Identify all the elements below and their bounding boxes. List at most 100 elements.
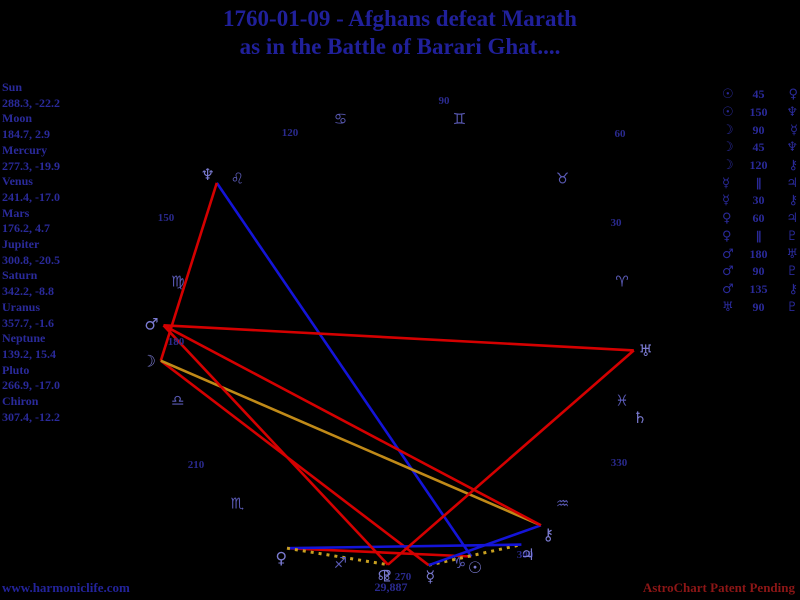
zodiac-sign-icon-6: ♎ bbox=[171, 392, 184, 410]
aspect-angle: 45 bbox=[752, 87, 765, 102]
aspect-line-hard-2 bbox=[160, 359, 430, 567]
planet-name-jupiter: Jupiter bbox=[2, 237, 40, 252]
aspect-planet1-icon: ♅ bbox=[722, 299, 734, 315]
degree-label-270: 270 bbox=[395, 571, 412, 583]
aspect-line-hard-11 bbox=[162, 324, 542, 527]
aspect-planet2-icon: ☿ bbox=[790, 122, 798, 138]
aspect-planet1-icon: ☽ bbox=[722, 158, 734, 174]
planet-values-venus: 241.4, -17.0 bbox=[2, 189, 60, 204]
aspect-planet2-icon: ♃ bbox=[786, 211, 798, 227]
aspect-angle: ∥ bbox=[755, 176, 762, 191]
chart-title: 1760-01-09 - Afghans defeat Marath as in… bbox=[0, 5, 800, 61]
aspect-planet1-icon: ☿ bbox=[722, 175, 730, 191]
aspect-planet1-icon: ☽ bbox=[722, 140, 734, 156]
planet-values-uranus: 357.7, -1.6 bbox=[2, 315, 54, 330]
planet-values-saturn: 342.2, -8.8 bbox=[2, 284, 54, 299]
aspect-angle: 90 bbox=[752, 122, 765, 137]
planet-icon-sun: ☉ bbox=[468, 558, 482, 577]
aspect-planet1-icon: ☽ bbox=[722, 122, 734, 138]
aspect-angle: 60 bbox=[752, 211, 765, 226]
aspect-row-4: ☽ 120 ⚷ bbox=[722, 157, 798, 175]
aspect-line-hard-10 bbox=[162, 324, 389, 566]
aspect-line-hard-3 bbox=[159, 182, 219, 362]
aspect-angle: 30 bbox=[752, 193, 765, 208]
aspect-planet2-icon: ⚷ bbox=[788, 193, 798, 209]
planet-name-venus: Venus bbox=[2, 174, 33, 189]
planet-position-panel: Sun 288.3, -22.2 Moon 184.7, 2.9 Mercury 277.… bbox=[2, 80, 60, 425]
aspect-angle: 120 bbox=[749, 158, 768, 173]
planet-values-neptune: 139.2, 15.4 bbox=[2, 346, 56, 361]
zodiac-sign-icon-11: ♓ bbox=[615, 392, 628, 410]
aspect-angle: 90 bbox=[752, 299, 765, 314]
zodiac-sign-icon-10: ♒ bbox=[556, 495, 569, 513]
zodiac-sign-icon-7: ♏ bbox=[231, 495, 245, 513]
aspect-planet2-icon: ♀ bbox=[788, 87, 798, 103]
north-node-icon: ☊ bbox=[378, 568, 390, 584]
aspect-planet1-icon: ♀ bbox=[722, 228, 732, 244]
planet-values-moon: 184.7, 2.9 bbox=[2, 127, 50, 142]
planet-values-chiron: 307.4, -12.2 bbox=[2, 409, 60, 424]
aspect-planet1-icon: ♂ bbox=[722, 264, 734, 280]
aspect-list-panel: ☉ 45 ♀ ☉ 150 ♆ ☽ 90 ☿ ☽ 45 ♆ ☽ 120 ⚷ ☿ ∥ ♃ ☿ 30 ⚷ ♀ 60 ♃ ♀ ∥ ♇ ♂ 180… bbox=[722, 86, 798, 316]
aspect-row-10: ♂ 90 ♇ bbox=[722, 263, 798, 281]
planet-name-pluto: Pluto bbox=[2, 362, 30, 377]
planet-icon-pluto: ♇ bbox=[380, 567, 394, 586]
aspect-planet2-icon: ♆ bbox=[786, 105, 798, 121]
planet-icon-saturn: ♄ bbox=[633, 408, 647, 427]
aspect-planet2-icon: ♇ bbox=[786, 264, 798, 280]
planet-icon-venus: ♀ bbox=[275, 549, 287, 568]
aspect-line-parallel-8 bbox=[286, 546, 389, 567]
planet-values-mars: 176.2, 4.7 bbox=[2, 221, 50, 236]
degree-label-180: 180 bbox=[168, 336, 185, 348]
planet-name-neptune: Neptune bbox=[2, 331, 46, 346]
planet-values-jupiter: 300.8, -20.5 bbox=[2, 252, 60, 267]
aspect-row-11: ♂ 135 ⚷ bbox=[722, 281, 798, 299]
zodiac-sign-icon-0: ♈ bbox=[615, 272, 628, 290]
planet-values-sun: 288.3, -22.2 bbox=[2, 95, 60, 110]
aspect-planet2-icon: ♃ bbox=[786, 175, 798, 191]
degree-label-210: 210 bbox=[188, 459, 205, 471]
degree-label-330: 330 bbox=[611, 457, 628, 469]
degree-label-120: 120 bbox=[282, 127, 299, 139]
aspect-angle: 150 bbox=[749, 105, 768, 120]
zodiac-sign-icon-1: ♉ bbox=[556, 169, 569, 187]
chart-title-line2: as in the Battle of Barari Ghat.... bbox=[239, 34, 561, 59]
planet-icon-jupiter: ♃ bbox=[520, 545, 534, 564]
zodiac-sign-icon-3: ♋ bbox=[334, 110, 347, 128]
planet-icon-uranus: ♅ bbox=[639, 341, 653, 360]
planet-name-chiron: Chiron bbox=[2, 394, 39, 409]
degree-label-300: 300 bbox=[517, 549, 534, 561]
planet-name-moon: Moon bbox=[2, 111, 32, 126]
website-url: www.harmoniclife.com bbox=[2, 580, 130, 595]
aspect-planet1-icon: ☉ bbox=[722, 105, 734, 121]
aspect-line-hard-12 bbox=[387, 349, 635, 566]
aspect-row-7: ♀ 60 ♃ bbox=[722, 210, 798, 228]
zodiac-sign-icon-8: ♐ bbox=[334, 554, 347, 572]
aspect-planet1-icon: ☿ bbox=[722, 193, 730, 209]
aspect-row-5: ☿ ∥ ♃ bbox=[722, 174, 798, 192]
planet-icon-mars: ♂ bbox=[144, 314, 158, 333]
aspect-planet2-icon: ♆ bbox=[786, 140, 798, 156]
aspect-planet1-icon: ♂ bbox=[722, 246, 734, 262]
aspect-planet2-icon: ♇ bbox=[786, 299, 798, 315]
planet-icon-mercury: ☿ bbox=[425, 567, 435, 586]
aspect-angle: ∥ bbox=[755, 229, 762, 244]
aspect-line-soft-1 bbox=[215, 182, 473, 558]
aspect-row-6: ☿ 30 ⚷ bbox=[722, 192, 798, 210]
aspect-planet2-icon: ♅ bbox=[786, 246, 798, 262]
aspect-angle: 180 bbox=[749, 246, 768, 261]
aspect-planet1-icon: ♀ bbox=[722, 211, 732, 227]
aspect-angle: 135 bbox=[749, 281, 768, 296]
node-caption: 29,887 bbox=[375, 580, 408, 594]
aspect-planet1-icon: ☉ bbox=[722, 87, 734, 103]
zodiac-sign-icon-2: ♊ bbox=[453, 110, 466, 128]
aspect-row-2: ☽ 90 ☿ bbox=[722, 121, 798, 139]
planet-name-mars: Mars bbox=[2, 205, 30, 220]
aspect-line-trine-4 bbox=[160, 359, 542, 527]
zodiac-sign-icon-5: ♍ bbox=[171, 272, 184, 290]
aspect-angle: 90 bbox=[752, 264, 765, 279]
planet-icon-moon: ☽ bbox=[142, 352, 156, 371]
aspect-planet2-icon: ⚷ bbox=[788, 158, 798, 174]
